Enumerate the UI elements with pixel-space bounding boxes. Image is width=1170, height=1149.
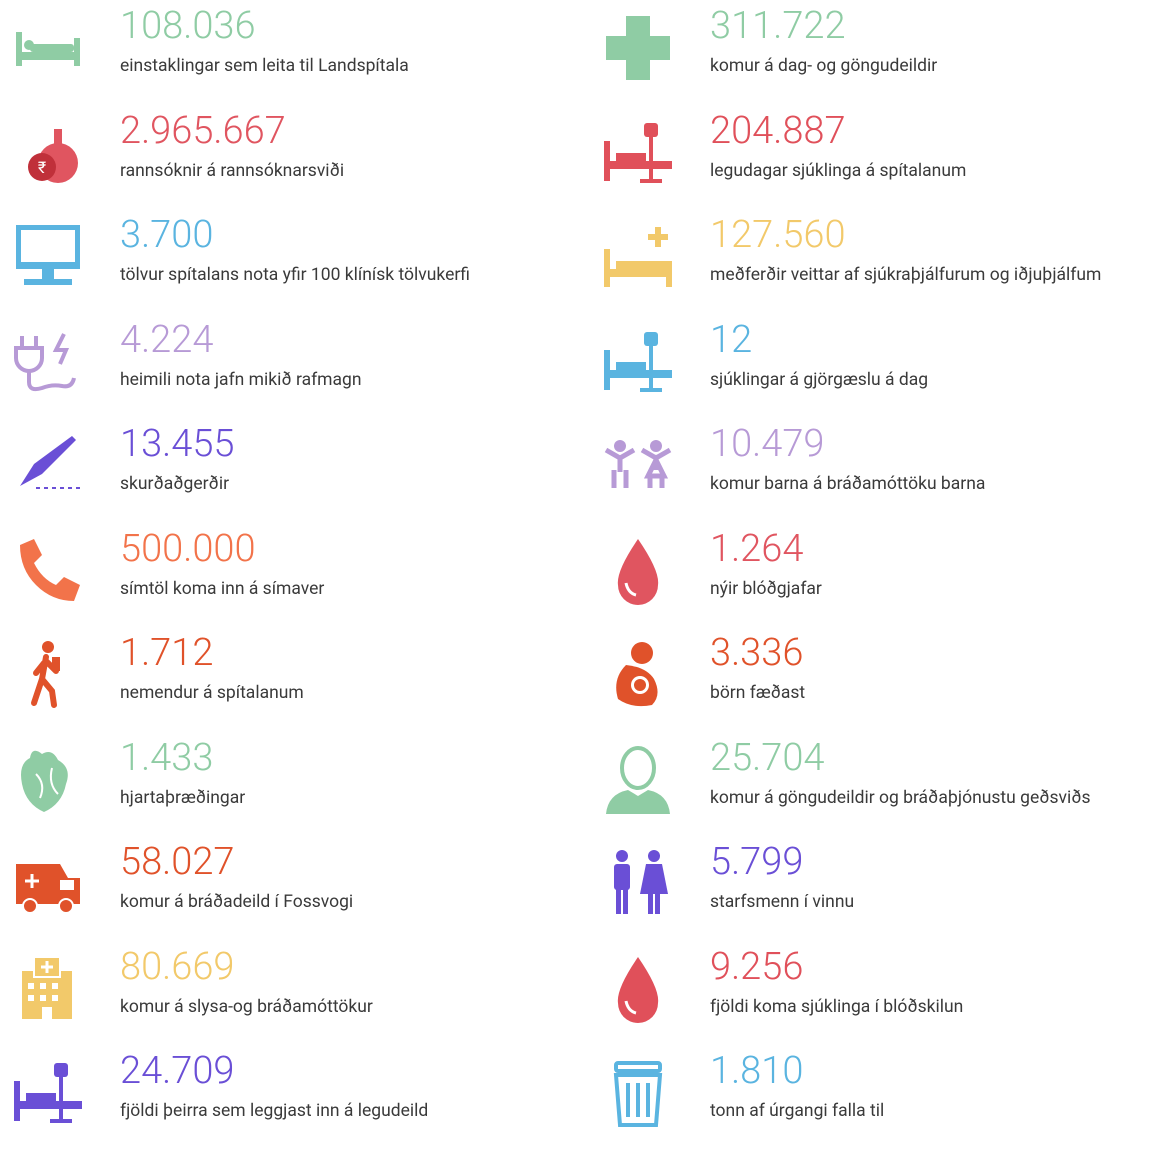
- stat-label: komur á göngudeildir og bráðaþjónustu ge…: [710, 787, 1091, 808]
- stat-label: símtöl koma inn á símaver: [120, 578, 325, 599]
- stat-value: 3.700: [120, 213, 214, 257]
- stat-value: 204.887: [710, 108, 846, 153]
- stat-value: 58.027: [120, 840, 235, 884]
- svg-text:₹: ₹: [38, 158, 46, 177]
- stat-label: hjartaþræðingar: [120, 787, 246, 808]
- stat-label: rannsóknir á rannsóknarsviði: [120, 160, 345, 181]
- stat-value: 1.810: [710, 1049, 804, 1093]
- page: {"columns": [ {"items": [ {"value": "108…: [14, 4, 1102, 1127]
- icon-ambulance: [16, 864, 80, 914]
- icon-hospital: [22, 955, 72, 1019]
- stat-value: 25.704: [710, 735, 825, 780]
- stat-label: fjöldi koma sjúklinga í blóðskilun: [710, 996, 964, 1017]
- stat-value: 12: [710, 317, 753, 362]
- icon-trash: [613, 1061, 663, 1127]
- stat-value: 1.264: [710, 526, 804, 571]
- icon-scalpel: [20, 436, 80, 489]
- icon-cross: [606, 16, 670, 80]
- stat-value: 1.712: [120, 631, 214, 675]
- icon-drop: [617, 956, 659, 1023]
- stat-label: nemendur á spítalanum: [120, 683, 304, 703]
- stat-label: sjúklingar á gjörgæslu á dag: [710, 369, 929, 390]
- icon-bed-iv: [604, 122, 672, 183]
- icon-flask: ₹: [28, 128, 78, 183]
- stat-label: tölvur spítalans nota yfir 100 klínísk t…: [120, 265, 470, 285]
- stat-label: tonn af úrgangi falla til: [710, 1101, 885, 1121]
- icon-bed-plus: [604, 227, 672, 287]
- stat-label: fjöldi þeirra sem leggjast inn á legudei…: [120, 1101, 429, 1121]
- icon-bed-iv: [14, 1063, 82, 1123]
- stat-label: starfsmenn í vinnu: [710, 892, 855, 912]
- icon-drop: [617, 538, 659, 605]
- stat-label: nýir blóðgjafar: [710, 578, 822, 599]
- stat-label: heimili nota jafn mikið rafmagn: [120, 369, 362, 390]
- stat-value: 500.000: [120, 526, 256, 571]
- stat-value: 13.455: [120, 422, 235, 466]
- icon-kids: [604, 440, 672, 488]
- stat-label: börn fæðast: [710, 683, 806, 703]
- icon-staff: [614, 850, 668, 914]
- stat-value: 5.799: [710, 840, 804, 884]
- stat-label: komur barna á bráðamóttöku barna: [710, 474, 986, 494]
- stat-value: 3.336: [710, 631, 804, 675]
- stat-label: komur á bráðadeild í Fossvogi: [120, 892, 354, 912]
- icon-person: [606, 745, 670, 814]
- icon-bed-iv: [604, 331, 672, 392]
- stat-value: 9.256: [710, 944, 804, 989]
- stat-value: 127.560: [710, 213, 846, 257]
- stat-value: 10.479: [710, 422, 825, 466]
- stat-label: legudagar sjúklinga á spítalanum: [710, 160, 967, 181]
- icon-phone: [20, 538, 80, 601]
- stat-label: skurðaðgerðir: [120, 474, 230, 494]
- icon-plug: [14, 332, 76, 391]
- stat-value: 2.965.667: [120, 108, 286, 153]
- stat-value: 24.709: [120, 1049, 235, 1093]
- icon-monitor: [16, 225, 80, 285]
- stat-label: meðferðir veittar af sjúkraþjálfurum og …: [710, 265, 1102, 285]
- stat-label: komur á dag- og göngudeildir: [710, 56, 938, 76]
- icon-heart: [21, 750, 68, 812]
- stat-value: 108.036: [120, 4, 256, 48]
- stat-value: 1.433: [120, 735, 214, 780]
- icon-mother: [616, 642, 658, 707]
- stat-label: komur á slysa-og bráðamóttökur: [120, 996, 373, 1017]
- icon-walker: [31, 641, 60, 708]
- stat-label: einstaklingar sem leita til Landspítala: [120, 56, 409, 76]
- stat-value: 4.224: [120, 317, 214, 362]
- stat-value: 311.722: [710, 4, 846, 48]
- stat-value: 80.669: [120, 944, 235, 989]
- icon-bed: [16, 32, 80, 66]
